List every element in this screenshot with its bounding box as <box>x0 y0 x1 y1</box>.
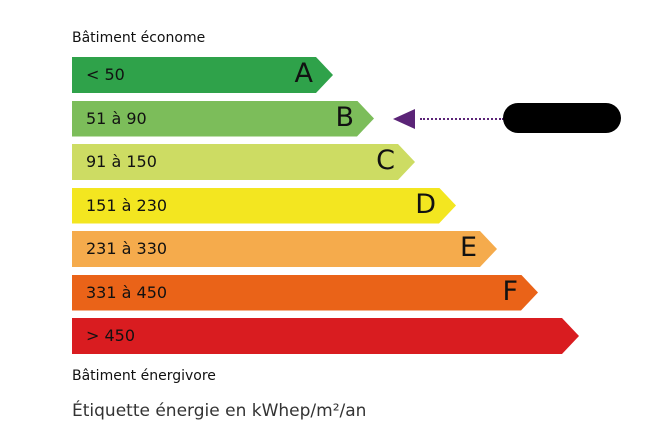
class-range: 151 à 230 <box>86 195 168 215</box>
class-range: 231 à 330 <box>86 239 168 258</box>
energy-class-bar: 91 à 150 C <box>72 144 415 180</box>
top-label: Bâtiment économe <box>72 30 206 46</box>
class-letter: F <box>502 275 518 307</box>
class-range: 331 à 450 <box>86 282 168 302</box>
redacted-value <box>503 103 621 133</box>
energy-class-bar: 331 à 450 F <box>72 275 538 311</box>
energy-class-bar: < 50 A <box>72 57 333 93</box>
class-letter: A <box>294 58 313 89</box>
class-range: 91 à 150 <box>86 152 157 171</box>
class-range: > 450 <box>86 326 136 345</box>
indicator-dotted-line <box>420 118 504 120</box>
energy-class-bar: 151 à 230 D <box>72 188 456 224</box>
current-class-arrow-icon <box>393 109 415 129</box>
class-letter: C <box>376 145 395 176</box>
class-letter: E <box>459 232 477 263</box>
energy-class-bar: 231 à 330 E <box>72 231 497 267</box>
class-letter: B <box>335 101 354 133</box>
class-range: < 50 <box>86 65 125 84</box>
energy-class-bar: > 450 <box>72 318 579 354</box>
footer-caption: Étiquette énergie en kWhep/m²/an <box>72 401 367 421</box>
bottom-label: Bâtiment énergivore <box>72 368 216 384</box>
energy-class-bar: 51 à 90 B <box>72 101 374 137</box>
class-range: 51 à 90 <box>86 108 147 128</box>
class-letter: D <box>415 188 436 220</box>
